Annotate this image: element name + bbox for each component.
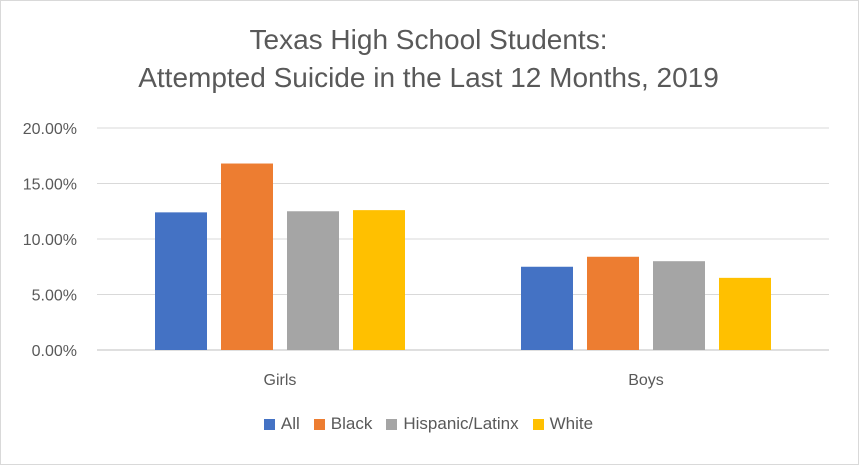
bar: [719, 277, 771, 350]
legend: All Black Hispanic/Latinx White: [0, 414, 857, 434]
x-category-label: Boys: [628, 372, 664, 389]
legend-swatch-hispanic-latinx: [386, 418, 398, 430]
chart-title-line1: Texas High School Students:: [249, 24, 608, 55]
legend-label-all: All: [280, 414, 300, 433]
y-tick-label: 20.00%: [23, 121, 77, 138]
bar: [653, 261, 705, 350]
y-tick-label: 10.00%: [23, 232, 77, 249]
bar: [155, 212, 207, 350]
bar: [521, 266, 573, 350]
y-tick-label: 0.00%: [32, 343, 77, 360]
bar: [587, 256, 639, 350]
legend-item-white: White: [532, 414, 594, 434]
bar: [287, 211, 339, 350]
legend-label-hispanic-latinx: Hispanic/Latinx: [403, 414, 519, 433]
legend-label-black: Black: [330, 414, 373, 433]
legend-swatch-white: [532, 418, 544, 430]
legend-swatch-black: [313, 418, 325, 430]
y-tick-label: 15.00%: [23, 177, 77, 194]
legend-item-black: Black: [313, 414, 373, 434]
legend-item-hispanic-latinx: Hispanic/Latinx: [386, 414, 519, 434]
legend-item-all: All: [263, 414, 300, 434]
legend-swatch-all: [263, 418, 275, 430]
bar: [221, 163, 273, 350]
bar: [353, 210, 405, 350]
x-category-label: Girls: [264, 372, 297, 389]
chart-title-line2: Attempted Suicide in the Last 12 Months,…: [138, 62, 719, 93]
y-tick-label: 5.00%: [32, 288, 77, 305]
legend-label-white: White: [549, 414, 594, 433]
